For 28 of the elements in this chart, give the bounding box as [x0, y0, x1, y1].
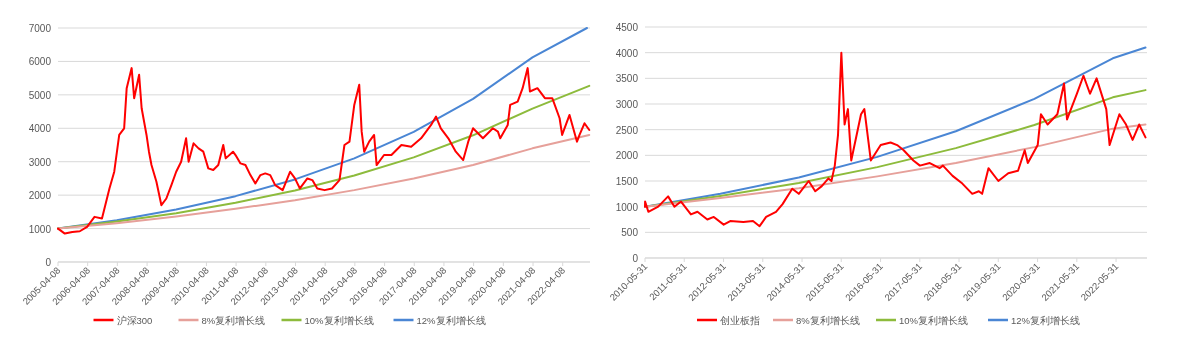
legend-label: 8%复利增长线 [201, 314, 266, 326]
y-tick-label: 500 [621, 227, 639, 239]
y-tick-label: 3000 [28, 156, 52, 168]
y-tick-label: 0 [45, 257, 52, 268]
line-series [644, 123, 1147, 208]
legend-label: 12%复利增长线 [1011, 314, 1081, 326]
legend-label: 12%复利增长线 [416, 314, 486, 326]
y-tick-label: 5000 [28, 89, 52, 101]
legend-label: 创业板指 [720, 314, 760, 326]
y-tick-label: 3000 [615, 99, 639, 110]
y-tick-label: 0 [632, 253, 639, 264]
line-series [57, 133, 591, 230]
y-tick-label: 6000 [28, 56, 52, 68]
y-tick-label: 2500 [615, 124, 639, 136]
y-tick-label: 1000 [615, 201, 639, 213]
legend-label: 10%复利增长线 [899, 314, 969, 326]
y-tick-label: 2000 [28, 190, 52, 202]
y-tick-label: 1000 [28, 223, 52, 235]
y-tick-label: 4000 [28, 123, 52, 135]
legend-label: 沪深300 [116, 314, 153, 326]
y-tick-label: 3500 [615, 73, 639, 85]
y-tick-label: 7000 [28, 23, 52, 34]
legend-label: 10%复利增长线 [304, 314, 374, 326]
legend-label: 8%复利增长线 [796, 314, 860, 326]
y-tick-label: 4500 [615, 22, 639, 33]
y-tick-label: 4000 [615, 47, 639, 59]
y-tick-label: 2000 [615, 150, 639, 162]
y-tick-label: 1500 [615, 176, 639, 187]
